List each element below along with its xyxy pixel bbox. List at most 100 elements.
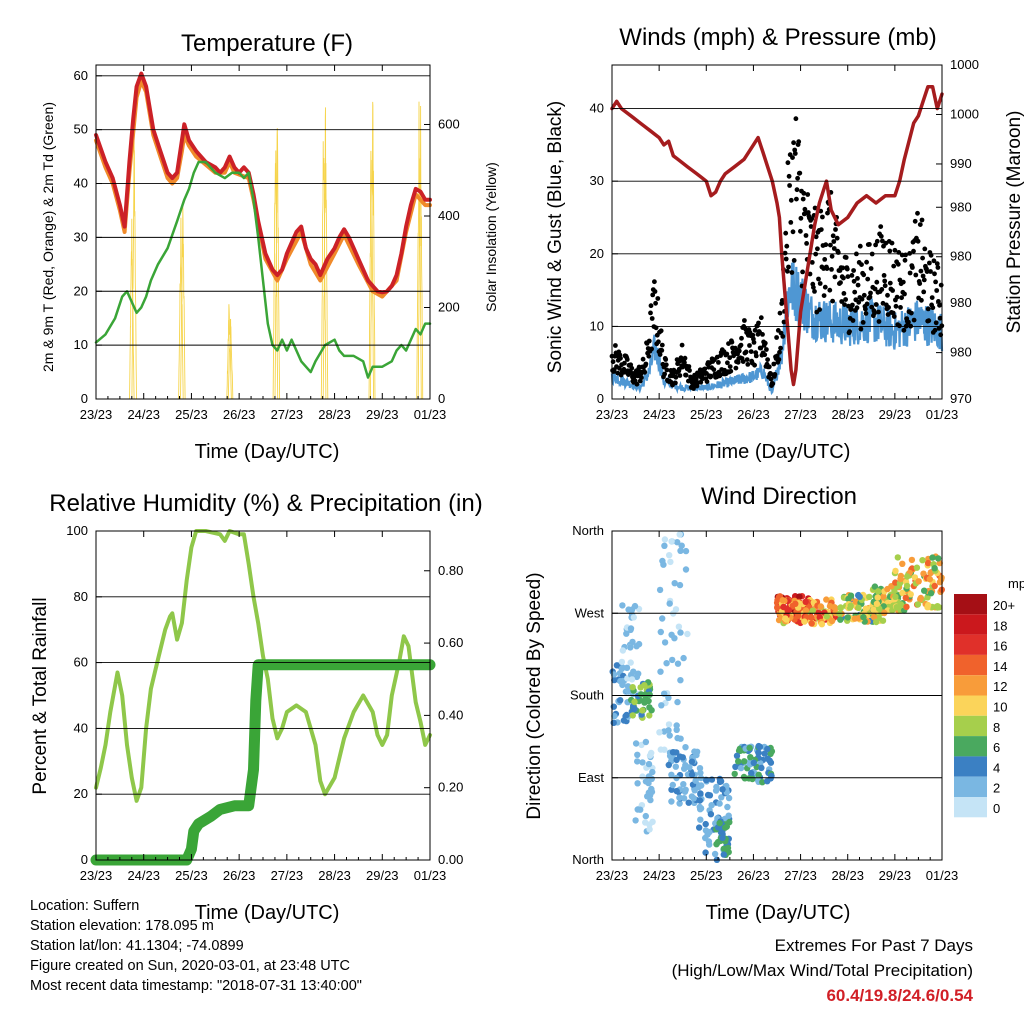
gust-point [811,285,816,290]
legend-swatch [954,776,987,797]
direction-point [792,600,799,607]
gust-point [629,365,635,371]
winds-ylabel: Sonic Wind & Gust (Blue, Black) [545,101,566,373]
direction-point [632,740,640,747]
direction-point [723,823,730,830]
direction-point [674,698,681,706]
gust-point [802,206,808,212]
gust-point [915,238,921,244]
gust-point [933,320,939,326]
gust-point [937,302,942,308]
direction-point [682,744,689,751]
winds-xtick-label: 24/23 [643,407,676,422]
direction-point [697,816,704,823]
gust-point [841,291,847,296]
direction-xtick-label: 27/23 [784,868,817,883]
direction-point [665,727,672,734]
gust-point [854,305,860,311]
gust-point [936,299,941,304]
gust-point [932,271,937,277]
gust-point [788,197,794,203]
direction-point [764,778,771,785]
direction-point [637,684,644,691]
gust-point [822,257,828,262]
gust-point [885,292,890,298]
humidity-ylabel: Percent & Total Rainfall [30,597,51,794]
gust-point [801,190,807,196]
gust-point [782,250,788,256]
direction-point [808,614,815,621]
direction-point [748,769,755,777]
gust-point [818,227,824,233]
temperature-solar-ytick-label: 200 [438,299,460,314]
direction-point [899,560,906,567]
direction-ylabel: Direction (Colored By Speed) [524,572,545,819]
gust-point [758,345,764,351]
gust-point [807,271,813,277]
direction-point [688,771,696,778]
direction-point [629,712,636,719]
gust-point [878,224,884,230]
direction-point [672,763,679,770]
direction-point [619,681,626,689]
gust-point [851,278,857,284]
temperature-ytick-label: 30 [74,229,88,244]
gust-point [744,357,750,362]
plot-frames-layer: 23/23 24/23 25/23 26/23 27/23 28/23 29/23 01/23… [66,57,979,883]
gust-point [751,340,757,345]
direction-point [637,806,644,813]
gust-point [624,357,630,362]
gust-point [617,365,622,371]
direction-point [633,643,640,650]
direction-point [866,593,873,601]
legend-swatch [954,756,987,777]
gust-point [872,286,878,292]
humidity-ytick-label: 0 [81,852,88,867]
winds-xlabel: Time (Day/UTC) [706,441,851,463]
temperature-xtick-label: 01/23 [414,407,447,422]
gust-point [850,302,855,308]
direction-point [629,684,636,691]
direction-point [903,603,910,611]
gust-point [786,173,792,179]
elevation-text: Station elevation: 178.095 m [30,918,214,934]
direction-point [680,795,688,802]
gust-point [849,273,855,278]
gust-point [758,315,764,321]
direction-point [639,773,646,780]
gust-point [739,335,744,341]
direction-point [623,664,631,671]
direction-point [617,697,624,704]
gust-point [907,270,913,276]
legend-swatch [954,654,987,676]
direction-point [642,738,650,746]
direction-point [856,593,863,600]
gust-point [850,318,856,323]
solar-insolation-line [227,318,234,400]
direction-point [646,752,654,759]
humidity-ytick-label: 80 [74,589,88,604]
gust-point [765,357,770,362]
gust-point [867,242,872,247]
direction-point [755,771,762,778]
direction-point [779,597,786,604]
gust-point [911,317,917,323]
direction-point [924,559,932,567]
direction-point [725,794,733,802]
direction-point [668,631,675,638]
temperature-frame [95,64,431,400]
direction-point [656,729,663,736]
legend-label: 14 [993,659,1007,674]
direction-point [931,582,938,590]
gust-point [797,170,803,176]
gust-point [894,294,900,300]
direction-point [686,764,693,771]
direction-point [668,771,675,778]
legend-swatch [954,634,987,655]
direction-ytick-label: East [578,770,604,785]
humidity-xtick-label: 27/23 [271,868,304,883]
direction-point [914,601,922,608]
legend-swatch [954,695,987,716]
gust-point [658,328,664,334]
gust-point [935,265,941,270]
